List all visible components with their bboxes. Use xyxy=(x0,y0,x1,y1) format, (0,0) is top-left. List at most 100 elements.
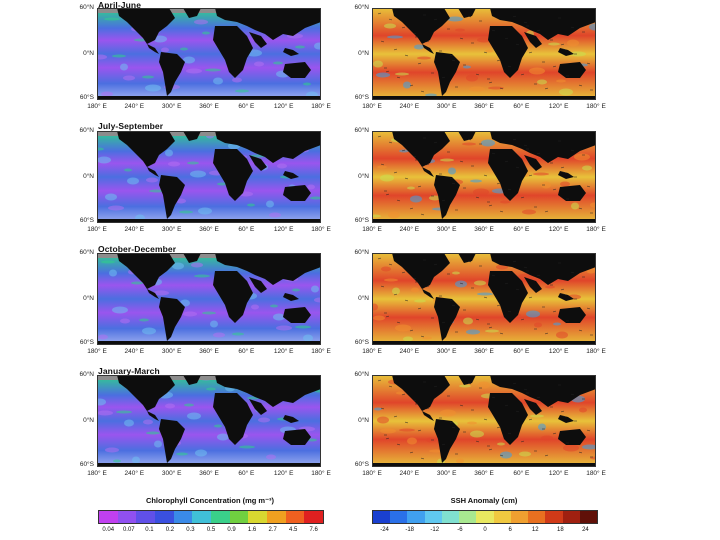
current-vector xyxy=(417,429,422,432)
current-vector xyxy=(570,393,575,396)
current-vector xyxy=(536,274,541,277)
longitude-label: 360° E xyxy=(199,348,219,355)
field-patch xyxy=(519,451,531,457)
field-patch xyxy=(497,442,505,446)
latitude-label: 60°S xyxy=(79,461,94,468)
current-vector xyxy=(385,437,390,440)
colorbar-swatch xyxy=(99,511,118,523)
landmass xyxy=(159,52,185,96)
latitude-label: 60°S xyxy=(354,217,369,224)
colorbar-swatch xyxy=(373,511,391,523)
field-patch xyxy=(485,49,493,53)
current-vector xyxy=(385,70,390,73)
current-vector xyxy=(425,285,430,288)
field-patch xyxy=(146,177,158,183)
colorbar-tick-label: -18 xyxy=(405,527,414,533)
landmass xyxy=(558,293,574,301)
field-patch xyxy=(205,68,221,72)
field-patch xyxy=(395,324,411,332)
landmass xyxy=(213,149,253,201)
current-vector xyxy=(425,163,430,166)
landmass xyxy=(524,399,542,415)
current-vector xyxy=(544,454,549,457)
landmass xyxy=(558,48,574,56)
current-vector xyxy=(562,171,567,174)
current-vector xyxy=(491,152,496,155)
field-patch xyxy=(570,51,586,57)
longitude-label: 120° E xyxy=(273,103,294,110)
current-vector xyxy=(560,43,565,46)
landmass xyxy=(249,155,267,171)
ssh-anomaly-map-january-march xyxy=(372,375,596,467)
field-patch xyxy=(172,262,184,270)
field-patch xyxy=(456,458,464,464)
current-vector xyxy=(433,141,438,144)
field-patch xyxy=(311,285,319,293)
landmass xyxy=(215,253,321,285)
current-vector xyxy=(420,457,425,460)
latitude-label: 60°S xyxy=(79,339,94,346)
field-patch xyxy=(295,325,311,329)
current-vector xyxy=(483,418,488,421)
field-patch xyxy=(314,297,321,303)
current-vector xyxy=(393,293,398,296)
longitude-label: 60° E xyxy=(238,226,255,233)
current-vector xyxy=(377,12,382,15)
colorbar-tick-label: 0.07 xyxy=(122,527,135,533)
field-patch xyxy=(142,75,154,79)
longitude-label: 120° E xyxy=(548,226,569,233)
colorbar-swatch xyxy=(441,511,460,523)
current-vector xyxy=(560,410,565,413)
current-vector xyxy=(499,210,504,213)
field-patch xyxy=(217,182,227,186)
season-label-april-june: April-June xyxy=(98,0,142,10)
landmass xyxy=(434,175,460,219)
landmass xyxy=(558,171,574,179)
colorbar-tick-label: 7.6 xyxy=(309,527,318,533)
colorbar-tick-label: 0.1 xyxy=(145,527,154,533)
landmass xyxy=(490,131,596,163)
current-vector xyxy=(433,18,438,21)
current-vector xyxy=(512,382,517,385)
field-patch xyxy=(477,292,493,296)
colorbar-tick-label: 0.9 xyxy=(227,527,236,533)
longitude-label: 300° E xyxy=(161,348,182,355)
chlorophyll-colorbar-ticks: 0.04 0.07 0.1 0.2 0.3 0.5 0.9 1.6 2.7 4.5 7.6 xyxy=(98,527,324,537)
map-frame xyxy=(372,131,596,223)
current-vector xyxy=(523,266,528,269)
current-vector xyxy=(475,440,480,443)
current-vector xyxy=(488,448,493,451)
current-vector xyxy=(544,87,549,90)
latitude-label: 0°N xyxy=(83,295,94,302)
field-patch xyxy=(307,184,315,190)
field-patch xyxy=(187,412,201,420)
current-vector xyxy=(507,310,512,313)
current-vector xyxy=(552,310,557,313)
landmass xyxy=(147,411,159,421)
longitude-label: 360° E xyxy=(474,103,494,110)
field-patch xyxy=(232,332,244,336)
current-vector xyxy=(488,326,493,329)
field-patch xyxy=(403,336,413,342)
longitude-label: 60° E xyxy=(513,226,530,233)
longitude-label: 180° E xyxy=(362,348,382,355)
current-vector xyxy=(570,26,575,29)
current-vector xyxy=(420,335,425,338)
landmass xyxy=(524,155,542,171)
current-vector xyxy=(412,399,417,402)
latitude-label: 0°N xyxy=(358,417,369,424)
longitude-label: 120° E xyxy=(548,103,569,110)
current-vector xyxy=(449,54,454,57)
colorbar-tick-label: 18 xyxy=(556,527,564,533)
current-vector xyxy=(412,32,417,35)
map-frame xyxy=(97,253,321,345)
current-vector xyxy=(425,40,430,43)
current-vector xyxy=(483,296,488,299)
current-vector xyxy=(552,188,557,191)
field-patch xyxy=(429,195,441,201)
latitude-label: 60°S xyxy=(79,217,94,224)
current-vector xyxy=(380,407,385,410)
field-patch xyxy=(500,200,510,204)
current-vector xyxy=(523,388,528,391)
longitude-label: 60° E xyxy=(513,348,530,355)
